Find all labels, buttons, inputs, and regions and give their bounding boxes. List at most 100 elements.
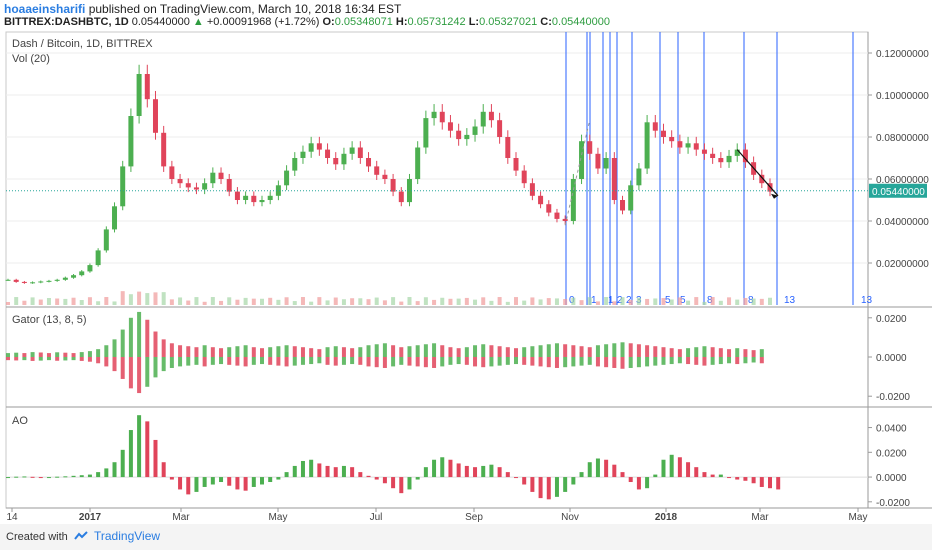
footer-bar: Created with TradingView bbox=[0, 524, 932, 550]
gator-lower-bar bbox=[341, 357, 346, 365]
ao-bar bbox=[669, 454, 674, 478]
gator-lower-bar bbox=[178, 357, 183, 367]
gator-upper-bar bbox=[22, 353, 27, 357]
volume-bar bbox=[22, 300, 27, 305]
volume-bar bbox=[243, 297, 248, 305]
plot-frame bbox=[5, 31, 869, 509]
gator-upper-bar bbox=[186, 346, 191, 357]
ao-bar bbox=[751, 477, 756, 484]
gator-upper-bar bbox=[735, 348, 740, 357]
ao-bar bbox=[473, 467, 478, 478]
volume-bar bbox=[481, 297, 486, 305]
volume-bar bbox=[358, 298, 363, 305]
volume-bar bbox=[366, 299, 371, 305]
ao-bar bbox=[612, 464, 617, 478]
gator-lower-bar bbox=[235, 357, 240, 366]
gator-upper-bar bbox=[554, 343, 559, 357]
volume-bar bbox=[514, 297, 518, 305]
volume-bar bbox=[595, 301, 600, 305]
ao-bar bbox=[128, 430, 133, 478]
gator-lower-bar bbox=[612, 357, 617, 368]
gator-lower-bar bbox=[219, 357, 224, 365]
gator-upper-bar bbox=[415, 345, 420, 357]
author-link[interactable]: hoaaeinsharifi bbox=[4, 2, 86, 16]
candle-body bbox=[439, 111, 445, 123]
gator-upper-bar bbox=[219, 348, 224, 357]
volume-bar bbox=[440, 297, 445, 305]
gator-lower-bar bbox=[473, 357, 478, 367]
volume-bar bbox=[79, 300, 84, 305]
ao-bar bbox=[22, 476, 27, 478]
ao-bar bbox=[399, 477, 404, 494]
x-tick-label: Mar bbox=[172, 512, 190, 523]
volume-bar bbox=[661, 298, 666, 305]
gator-upper-bar bbox=[153, 331, 158, 357]
volume-bar bbox=[710, 297, 715, 305]
ao-bar bbox=[546, 477, 551, 500]
ao-bar bbox=[702, 472, 707, 478]
volume-bar bbox=[563, 299, 568, 305]
gator-lower-bar bbox=[391, 357, 396, 367]
ao-bar bbox=[579, 472, 584, 478]
candle-body bbox=[185, 183, 191, 188]
gator-lower-bar bbox=[382, 357, 387, 368]
ao-bar bbox=[350, 467, 355, 478]
cycle-label: 5 bbox=[680, 295, 686, 306]
candle-body bbox=[366, 158, 372, 167]
y-tick-label: -0.0200 bbox=[876, 498, 910, 509]
chart-canvas[interactable]: 0.12000000 0.10000000 0.08000000 0.06000000… bbox=[0, 0, 932, 524]
candle-body bbox=[488, 111, 494, 121]
gator-upper-bar bbox=[653, 346, 658, 357]
ao-bar bbox=[514, 477, 518, 479]
gator-lower-bar bbox=[153, 357, 158, 378]
gator-lower-bar bbox=[96, 357, 101, 364]
gator-lower-bar bbox=[505, 357, 510, 365]
candle-body bbox=[685, 143, 691, 148]
gator-lower-bar bbox=[530, 357, 535, 366]
gator-lower-bar bbox=[169, 357, 174, 368]
gator-upper-bar bbox=[96, 349, 101, 357]
gator-upper-bar bbox=[612, 343, 617, 357]
open-label: O: bbox=[322, 16, 335, 28]
x-tick-label: 2018 bbox=[655, 512, 678, 523]
gator-lower-bar bbox=[104, 357, 109, 367]
candle-body bbox=[497, 120, 503, 137]
candle-body bbox=[480, 111, 486, 127]
publish-line: hoaaeinsharifi published on TradingView.… bbox=[4, 2, 401, 16]
tradingview-link[interactable]: TradingView bbox=[74, 529, 160, 543]
candle-body bbox=[202, 183, 208, 190]
ohlc-line: BITTREX:DASHBTC, 1D 0.05440000 ▲ +0.0009… bbox=[4, 16, 610, 28]
candle-body bbox=[734, 149, 740, 156]
volume-bar bbox=[522, 300, 527, 305]
gator-lower-bar bbox=[6, 357, 10, 361]
candle-body bbox=[464, 134, 470, 140]
gator-lower-bar bbox=[161, 357, 166, 372]
ao-bar bbox=[530, 477, 535, 492]
candle-body bbox=[316, 143, 322, 150]
gator-upper-bar bbox=[374, 344, 379, 357]
gator-lower-bar bbox=[514, 357, 518, 365]
candle-body bbox=[701, 149, 707, 154]
candle-body bbox=[54, 279, 60, 281]
ao-bar bbox=[620, 472, 625, 478]
candle-body bbox=[562, 218, 568, 221]
gator-upper-bar bbox=[645, 345, 650, 357]
ao-bar bbox=[38, 477, 43, 479]
candle-body bbox=[234, 191, 240, 200]
gator-lower-bar bbox=[653, 357, 658, 366]
y-tick-label: 0.0000 bbox=[876, 473, 907, 484]
ao-bar bbox=[776, 477, 781, 490]
candle-body bbox=[505, 137, 511, 158]
ao-bar bbox=[382, 477, 387, 484]
volume-bar bbox=[260, 298, 264, 305]
gator-lower-bar bbox=[251, 357, 256, 365]
gator-upper-bar bbox=[604, 344, 609, 357]
gator-upper-bar bbox=[14, 352, 19, 357]
gator-lower-bar bbox=[538, 357, 543, 367]
ao-bar bbox=[145, 421, 150, 478]
volume-bar bbox=[448, 298, 453, 305]
volume-bar bbox=[38, 299, 43, 305]
ao-bar bbox=[325, 465, 330, 478]
volume-bar bbox=[432, 299, 437, 305]
cycle-label: 2 bbox=[617, 295, 623, 306]
